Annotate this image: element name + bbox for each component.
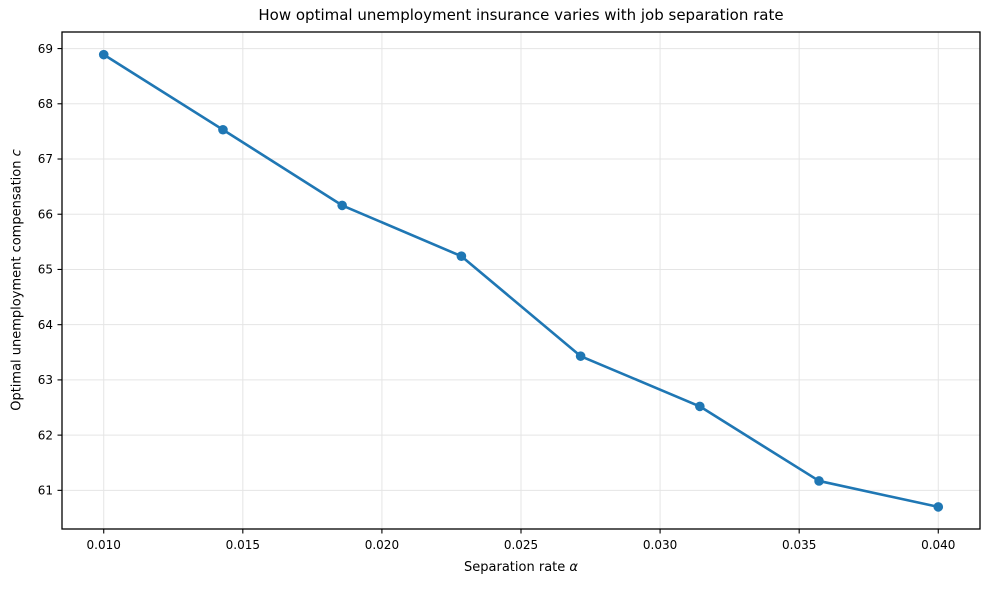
x-tick-label: 0.035	[782, 538, 816, 552]
data-point	[98, 49, 109, 60]
y-axis-label-variable: c	[9, 149, 25, 157]
x-axis-label-variable: α	[569, 560, 578, 575]
data-point	[337, 200, 347, 211]
y-tick-label: 69	[38, 42, 53, 56]
y-tick-label: 63	[38, 373, 53, 387]
y-tick-label: 65	[38, 263, 53, 277]
x-tick-label: 0.015	[226, 538, 260, 552]
data-point	[456, 251, 467, 262]
x-tick-label: 0.010	[87, 538, 121, 552]
data-point	[933, 502, 944, 512]
y-tick-label: 64	[38, 318, 53, 332]
chart-title: How optimal unemployment insurance varie…	[258, 6, 784, 24]
y-tick-label: 67	[38, 152, 53, 166]
y-tick-label: 68	[38, 97, 53, 111]
x-axis-label: Separation rate α	[62, 560, 980, 575]
x-tick-label: 0.025	[504, 538, 538, 552]
data-point	[218, 124, 228, 135]
x-tick-label: 0.040	[921, 538, 955, 552]
y-axis-label-text: Optimal unemployment compensation	[9, 156, 25, 411]
data-point	[695, 401, 705, 412]
x-tick-label: 0.030	[643, 538, 677, 552]
x-axis-label-text: Separation rate	[464, 560, 570, 575]
y-tick-label: 61	[38, 484, 53, 498]
data-point	[575, 351, 586, 361]
data-point	[814, 476, 824, 486]
series-line	[102, 53, 940, 509]
y-tick-label: 62	[38, 428, 53, 442]
y-axis-label: Optimal unemployment compensation c	[10, 149, 25, 411]
y-tick-label: 66	[38, 207, 53, 221]
x-tick-label: 0.020	[365, 538, 399, 552]
